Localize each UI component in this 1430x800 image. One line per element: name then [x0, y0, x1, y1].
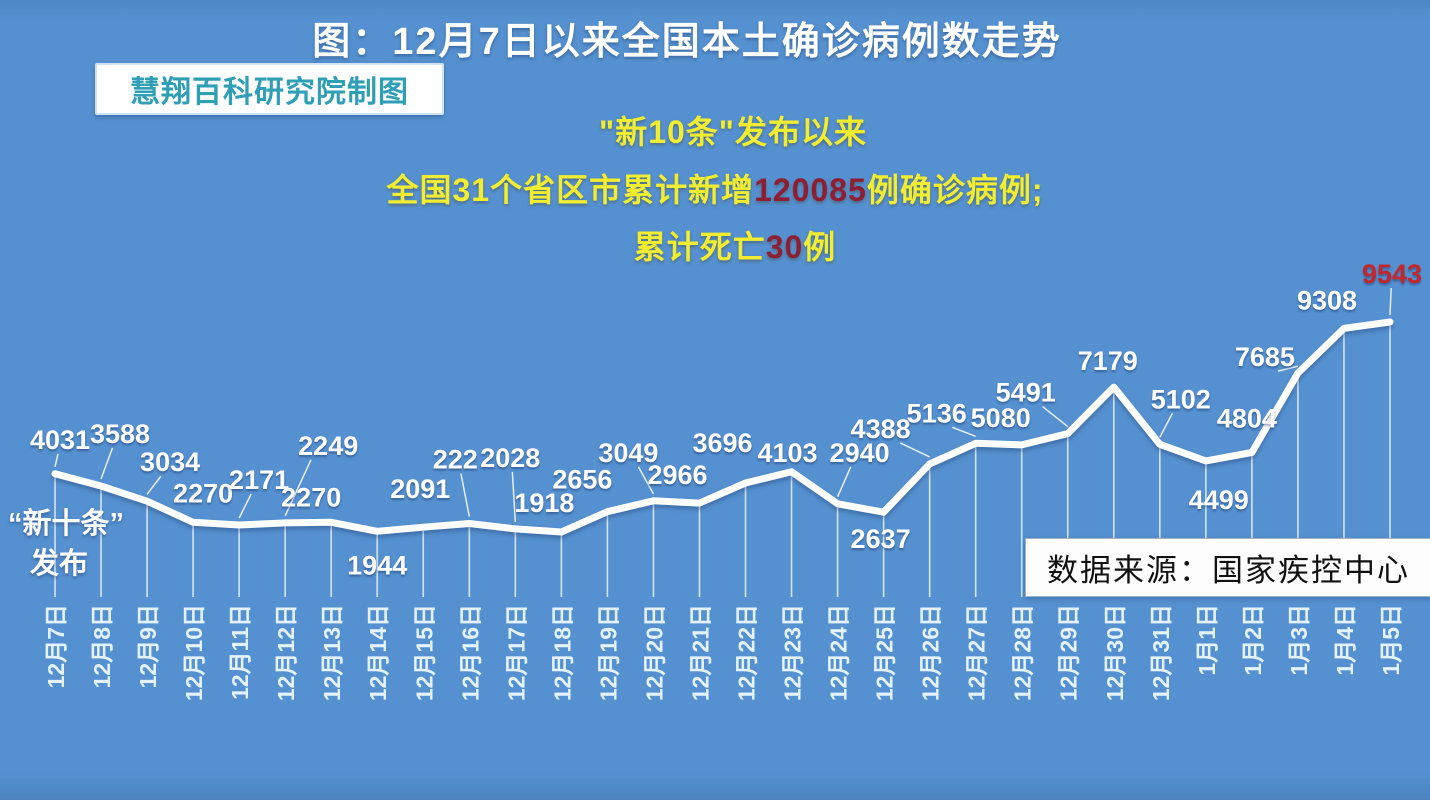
- axis-label-1: 12月8日: [89, 604, 115, 688]
- axis-label-6: 12月13日: [319, 604, 345, 701]
- data-point-label-3: 2270: [173, 478, 233, 508]
- data-point-label-18: 2637: [851, 524, 911, 554]
- axis-label-29: 1月5日: [1378, 604, 1404, 676]
- label-leader-17: [836, 466, 852, 498]
- axis-label-8: 12月15日: [411, 604, 437, 701]
- data-point-label-10: 2028: [480, 443, 540, 473]
- label-leader-10: [511, 471, 517, 522]
- axis-label-11: 12月18日: [549, 604, 575, 701]
- data-point-label-4: 2171: [229, 465, 289, 495]
- label-leader-5: [284, 459, 312, 517]
- label-leader-29: [1389, 287, 1392, 316]
- label-leader-24: [1159, 412, 1174, 438]
- axis-label-13: 12月20日: [641, 604, 667, 701]
- brand-watermark-label: 慧翔百科研究院制图: [130, 76, 409, 109]
- data-point-label-23: 7179: [1078, 346, 1138, 376]
- data-point-label-15: 3696: [692, 428, 752, 458]
- axis-label-12: 12月19日: [595, 604, 621, 701]
- data-point-label-24: 5102: [1151, 384, 1211, 414]
- trend-line: [51, 318, 1394, 536]
- first-point-annotation-line2: 发布: [30, 548, 89, 580]
- axis-label-21: 12月28日: [1010, 604, 1036, 701]
- axis-label-9: 12月16日: [457, 604, 483, 701]
- data-point-label-9: 222: [433, 445, 478, 475]
- axis-label-4: 12月11日: [227, 604, 253, 700]
- page-title: 图：12月7日以来全国本土确诊病例数走势: [312, 21, 1062, 63]
- axis-label-15: 12月22日: [734, 604, 760, 701]
- data-point-label-19: 4388: [851, 414, 911, 444]
- data-point-label-26: 4804: [1217, 404, 1277, 434]
- axis-label-0: 12月7日: [43, 604, 69, 688]
- label-leader-1: [100, 447, 114, 480]
- data-point-label-29: 9543: [1362, 259, 1422, 289]
- axis-label-23: 12月30日: [1102, 604, 1128, 701]
- data-point-label-11: 1918: [514, 488, 574, 518]
- axis-label-28: 1月4日: [1332, 604, 1358, 676]
- axis-label-18: 12月25日: [872, 604, 898, 701]
- data-point-label-21: 5080: [971, 403, 1031, 433]
- data-source-label: 数据来源：国家疾控中心: [1047, 553, 1410, 588]
- subtitle-line-1: "新10条"发布以来: [599, 114, 867, 150]
- axis-label-2: 12月9日: [135, 604, 161, 688]
- axis-label-26: 1月2日: [1240, 604, 1266, 676]
- data-point-label-2: 3034: [140, 447, 200, 477]
- data-point-label-6: 2270: [281, 482, 341, 512]
- brand-watermark-box: 慧翔百科研究院制图: [95, 63, 444, 115]
- subtitle-line-3: 累计死亡30例: [633, 229, 837, 265]
- data-point-label-12: 2656: [552, 465, 612, 495]
- data-source-box: 数据来源：国家疾控中心: [1025, 538, 1430, 597]
- subtitle-line-2: 全国31个省区市累计新增120085例确诊病例;: [386, 172, 1044, 208]
- data-point-label-1: 3588: [90, 419, 150, 449]
- label-leader-20: [952, 426, 976, 438]
- axis-label-7: 12月14日: [365, 604, 391, 701]
- first-point-annotation-line1: “新十条”: [8, 508, 125, 540]
- data-point-label-27: 7685: [1235, 342, 1295, 372]
- data-point-label-22: 5491: [996, 378, 1056, 408]
- label-leader-9: [460, 473, 471, 517]
- axis-label-10: 12月17日: [503, 604, 529, 701]
- axis-label-20: 12月27日: [964, 604, 990, 701]
- axis-label-17: 12月24日: [826, 604, 852, 701]
- label-leader-19: [899, 442, 930, 458]
- data-point-label-17: 2940: [830, 438, 890, 468]
- total-deaths-number: 30: [765, 229, 804, 265]
- axis-label-24: 12月31日: [1148, 604, 1174, 701]
- label-leader-2: [146, 475, 162, 495]
- data-point-label-13: 3049: [598, 438, 658, 468]
- axis-label-14: 12月21日: [688, 604, 714, 701]
- axis-label-19: 12月26日: [918, 604, 944, 701]
- data-point-label-5: 2249: [298, 431, 358, 461]
- axis-label-5: 12月12日: [273, 604, 299, 701]
- data-point-label-25: 4499: [1189, 485, 1249, 515]
- data-point-label-16: 4103: [757, 438, 817, 468]
- label-leader-4: [238, 493, 252, 519]
- total-cases-number: 120085: [754, 172, 867, 208]
- label-leader-22: [1042, 405, 1069, 428]
- axis-label-16: 12月23日: [780, 604, 806, 701]
- label-leader-27: [1277, 365, 1299, 372]
- data-point-label-8: 2091: [390, 474, 450, 504]
- axis-label-3: 12月10日: [181, 604, 207, 701]
- data-point-label-7: 1944: [347, 550, 407, 580]
- data-point-label-20: 5136: [907, 398, 967, 428]
- axis-label-25: 1月1日: [1194, 604, 1220, 676]
- data-point-label-0: 4031: [30, 425, 90, 455]
- label-leader-0: [54, 453, 59, 467]
- data-point-label-28: 9308: [1297, 285, 1357, 315]
- axis-label-27: 1月3日: [1286, 604, 1312, 676]
- axis-label-22: 12月29日: [1056, 604, 1082, 701]
- label-leader-13: [637, 466, 655, 495]
- data-point-label-14: 2966: [647, 460, 707, 490]
